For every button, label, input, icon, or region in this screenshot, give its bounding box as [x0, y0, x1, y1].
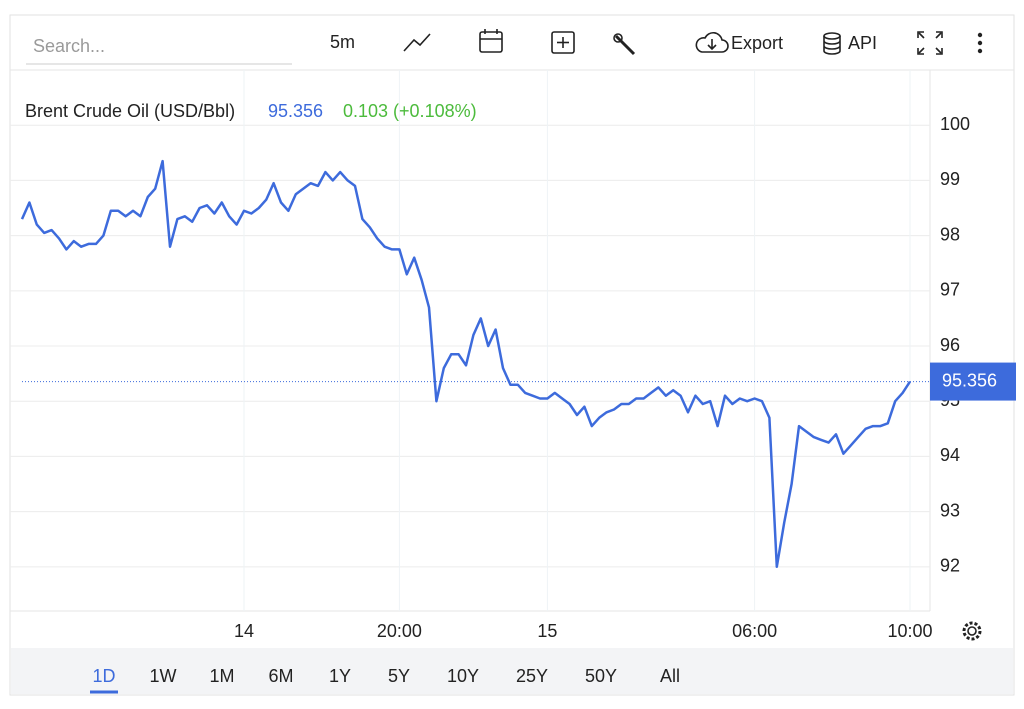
settings-button[interactable]	[962, 621, 982, 641]
export-icon[interactable]	[695, 32, 729, 53]
x-tick-label: 14	[234, 621, 254, 641]
y-tick-label: 93	[940, 500, 960, 520]
price-line	[20, 159, 912, 569]
interval-button[interactable]: 5m	[330, 32, 355, 52]
x-tick-label: 15	[537, 621, 557, 641]
range-button[interactable]: 1W	[150, 666, 177, 686]
range-bar	[11, 648, 1013, 694]
range-button[interactable]: 1D	[92, 666, 115, 686]
fullscreen-button[interactable]	[917, 31, 943, 55]
price-change: 0.103 (+0.108%)	[343, 101, 477, 121]
y-tick-label: 97	[940, 280, 960, 300]
search-input[interactable]: Search...	[33, 36, 105, 56]
api-icon[interactable]	[823, 32, 841, 55]
tools-button[interactable]	[613, 33, 636, 56]
header-price: 95.356	[268, 101, 323, 121]
y-tick-label: 96	[940, 335, 960, 355]
y-tick-label: 94	[940, 445, 960, 465]
series-name: Brent Crude Oil (USD/Bbl)	[25, 101, 235, 121]
range-buttons: 1D 1W 1M 6M 1Y 5Y 10Y 25Y 50Y All	[90, 666, 680, 694]
range-button[interactable]: 1M	[209, 666, 234, 686]
range-button[interactable]: All	[660, 666, 680, 686]
range-button[interactable]: 10Y	[447, 666, 479, 686]
plot: 95.356	[20, 159, 1016, 569]
export-button[interactable]: Export	[731, 33, 783, 53]
card	[9, 14, 1015, 696]
menu-button[interactable]	[977, 32, 983, 54]
range-button[interactable]: 50Y	[585, 666, 617, 686]
range-button[interactable]: 5Y	[388, 666, 410, 686]
x-tick-label: 10:00	[887, 621, 932, 641]
current-price-label: 95.356	[942, 370, 997, 390]
line-type-button[interactable]	[403, 33, 431, 52]
current-price-tag	[930, 362, 1016, 401]
calendar-button[interactable]	[479, 29, 503, 53]
compare-button[interactable]	[551, 31, 575, 54]
x-tick-label: 06:00	[732, 621, 777, 641]
api-button[interactable]: API	[848, 33, 877, 53]
x-tick-label: 20:00	[377, 621, 422, 641]
range-button[interactable]: 6M	[268, 666, 293, 686]
y-tick-label: 98	[940, 224, 960, 244]
y-tick-label: 92	[940, 556, 960, 576]
range-button[interactable]: 25Y	[516, 666, 548, 686]
range-button[interactable]: 1Y	[329, 666, 351, 686]
y-tick-label: 100	[940, 114, 970, 134]
y-tick-label: 99	[940, 169, 960, 189]
